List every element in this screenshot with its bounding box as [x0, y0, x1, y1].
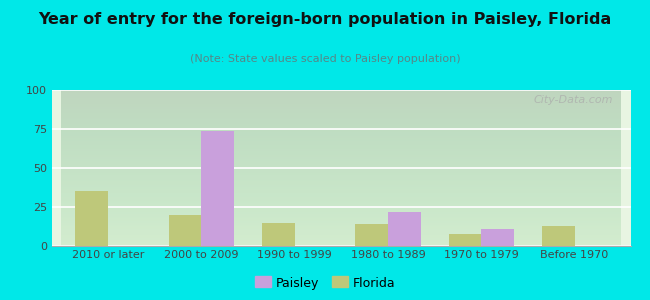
- Text: (Note: State values scaled to Paisley population): (Note: State values scaled to Paisley po…: [190, 54, 460, 64]
- Bar: [262, 223, 294, 246]
- Bar: [202, 130, 234, 246]
- Bar: [481, 229, 514, 246]
- Text: City-Data.com: City-Data.com: [534, 95, 613, 105]
- Bar: [75, 191, 108, 246]
- Bar: [356, 224, 388, 246]
- Bar: [168, 215, 202, 246]
- Bar: [448, 233, 481, 246]
- Text: Year of entry for the foreign-born population in Paisley, Florida: Year of entry for the foreign-born popul…: [38, 12, 612, 27]
- Legend: Paisley, Florida: Paisley, Florida: [251, 273, 399, 294]
- Bar: [542, 226, 575, 246]
- Bar: [388, 212, 421, 246]
